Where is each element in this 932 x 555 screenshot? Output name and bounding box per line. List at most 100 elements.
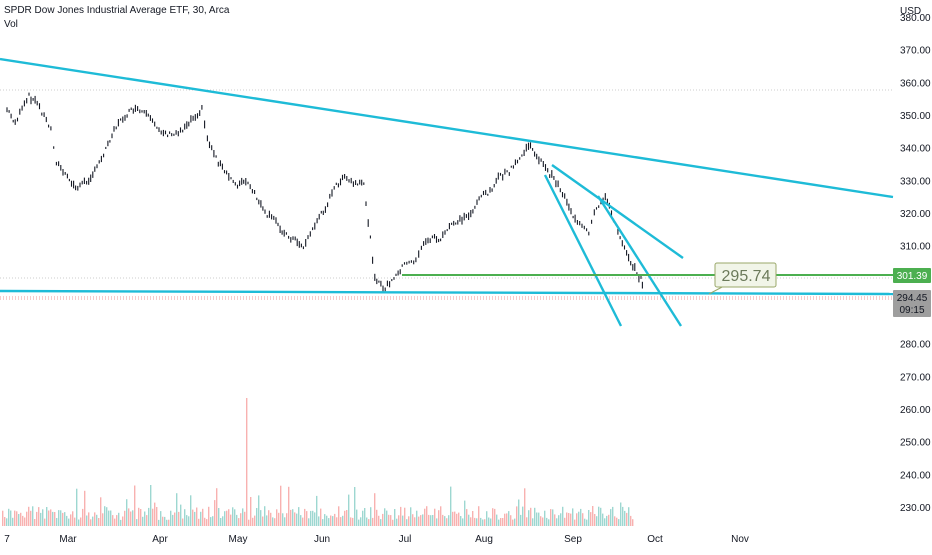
volume-bar (268, 510, 270, 526)
volume-bar (490, 518, 492, 526)
volume-bar (614, 516, 616, 526)
volume-bar (542, 517, 544, 526)
volume-bar (24, 517, 26, 526)
volume-bar (508, 511, 510, 526)
drawings[interactable] (0, 57, 894, 327)
volume-bar (152, 508, 154, 526)
volume-bar (492, 508, 494, 526)
volume-bar (600, 507, 602, 526)
volume-bar (482, 519, 484, 526)
volume-bars (2, 398, 634, 526)
volume-bar (168, 519, 170, 526)
volume-bar (140, 509, 142, 526)
volume-bar (170, 510, 172, 526)
price-tick: 230.00 (900, 503, 931, 514)
volume-bar (214, 500, 216, 526)
volume-bar (480, 517, 482, 526)
volume-bar (338, 506, 340, 526)
support-trendline[interactable] (0, 289, 894, 296)
volume-bar (584, 518, 586, 526)
volume-bar (342, 515, 344, 526)
volume-bar (46, 507, 48, 526)
volume-bar (550, 509, 552, 526)
volume-bar (350, 517, 352, 526)
volume-bar (606, 515, 608, 526)
volume-bar (586, 519, 588, 526)
volume-bar (446, 518, 448, 526)
volume-bar (486, 511, 488, 526)
time-label: Nov (731, 534, 749, 545)
volume-bar (36, 511, 38, 526)
volume-bar (238, 518, 240, 526)
volume-bar (572, 508, 574, 526)
volume-bar (142, 516, 144, 526)
volume-bar (186, 515, 188, 526)
volume-bar (172, 514, 174, 526)
volume-bar (444, 516, 446, 526)
volume-bar (538, 512, 540, 526)
volume-bar (230, 514, 232, 526)
price-tick: 370.00 (900, 46, 931, 57)
volume-bar (174, 512, 176, 526)
volume-bar (58, 510, 60, 526)
time-label: May (229, 534, 248, 545)
volume-bar (478, 506, 480, 526)
volume-bar (476, 518, 478, 526)
volume-bar (488, 517, 490, 526)
volume-bar (204, 517, 206, 526)
wedge-lower-line[interactable] (543, 174, 623, 327)
volume-bar (544, 510, 546, 526)
volume-bar (386, 510, 388, 526)
volume-bar (536, 512, 538, 526)
price-series (6, 92, 643, 292)
price-tick: 360.00 (900, 78, 931, 89)
volume-bar (594, 514, 596, 526)
volume-bar (126, 499, 128, 526)
volume-bar (118, 512, 120, 526)
wedge-upper-line[interactable] (551, 164, 684, 259)
volume-bar (356, 509, 358, 526)
volume-bar (442, 514, 444, 526)
volume-bar (56, 518, 58, 526)
volume-bar (96, 514, 98, 526)
price-tick: 350.00 (900, 111, 931, 122)
volume-bar (294, 512, 296, 526)
volume-bar (620, 502, 622, 526)
volume-bar (264, 506, 266, 526)
volume-bar (288, 486, 290, 526)
volume-bar (334, 513, 336, 526)
volume-bar (624, 510, 626, 526)
volume-bar (310, 510, 312, 526)
channel-upper-line[interactable] (596, 195, 683, 327)
symbol-title[interactable]: SPDR Dow Jones Industrial Average ETF, 3… (4, 5, 230, 16)
volume-bar (364, 508, 366, 526)
volume-bar (64, 512, 66, 526)
upper-trendline[interactable] (0, 57, 894, 199)
volume-bar (530, 507, 532, 526)
volume-bar (534, 507, 536, 526)
volume-bar (48, 510, 50, 526)
volume-bar (416, 510, 418, 526)
volume-bar (558, 515, 560, 526)
volume-bar (348, 494, 350, 526)
volume-bar (428, 514, 430, 526)
price-callout-box[interactable] (714, 262, 777, 288)
time-label: Sep (564, 534, 582, 545)
volume-bar (336, 517, 338, 526)
volume-label[interactable]: Vol (4, 19, 18, 30)
volume-bar (598, 506, 600, 526)
volume-bar (596, 516, 598, 526)
volume-bar (460, 516, 462, 526)
volume-bar (340, 517, 342, 526)
volume-bar (372, 517, 374, 526)
volume-bar (10, 510, 12, 526)
volume-bar (434, 508, 436, 526)
volume-bar (116, 515, 118, 526)
volume-bar (80, 517, 82, 526)
volume-bar (514, 518, 516, 526)
volume-bar (618, 519, 620, 526)
volume-bar (86, 515, 88, 526)
volume-bar (216, 488, 218, 526)
